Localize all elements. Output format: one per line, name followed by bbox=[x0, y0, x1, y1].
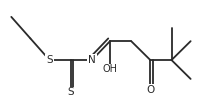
Text: S: S bbox=[67, 87, 74, 97]
Text: OH: OH bbox=[102, 65, 117, 74]
Text: N: N bbox=[88, 55, 95, 65]
Text: S: S bbox=[46, 55, 53, 65]
Text: O: O bbox=[145, 85, 154, 95]
